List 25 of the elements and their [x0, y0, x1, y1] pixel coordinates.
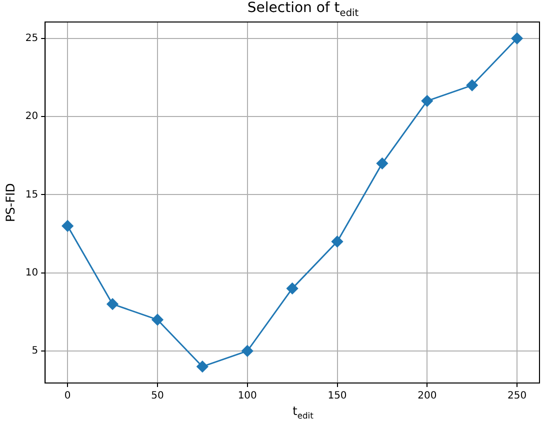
y-tick-label: 5 [32, 346, 38, 357]
point [106, 298, 118, 310]
point [62, 220, 74, 232]
x-tick-label: 100 [238, 390, 257, 402]
chart-title: Selection of t$_{edit}$ [246, 0, 360, 19]
x-axis-title: t$_{edit}$ [292, 404, 314, 420]
point [196, 360, 208, 372]
y-tick-label: 10 [25, 267, 38, 278]
point [511, 32, 523, 44]
y-tick-label: 20 [25, 111, 38, 122]
y-tick-label: 15 [25, 189, 38, 200]
point [242, 345, 254, 357]
x-tick-label: 50 [151, 390, 164, 402]
y-tick-label: 25 [25, 33, 38, 44]
point [376, 158, 388, 170]
x-tick-label: 0 [64, 390, 71, 402]
point [332, 236, 344, 248]
point [421, 95, 433, 107]
point [152, 314, 164, 326]
point [286, 282, 298, 294]
x-tick-label: 250 [507, 390, 527, 402]
y-axis-title: PS-FID [3, 183, 18, 222]
x-tick-label: 200 [418, 390, 437, 402]
x-tick-label: 150 [328, 390, 347, 402]
point [466, 80, 478, 92]
